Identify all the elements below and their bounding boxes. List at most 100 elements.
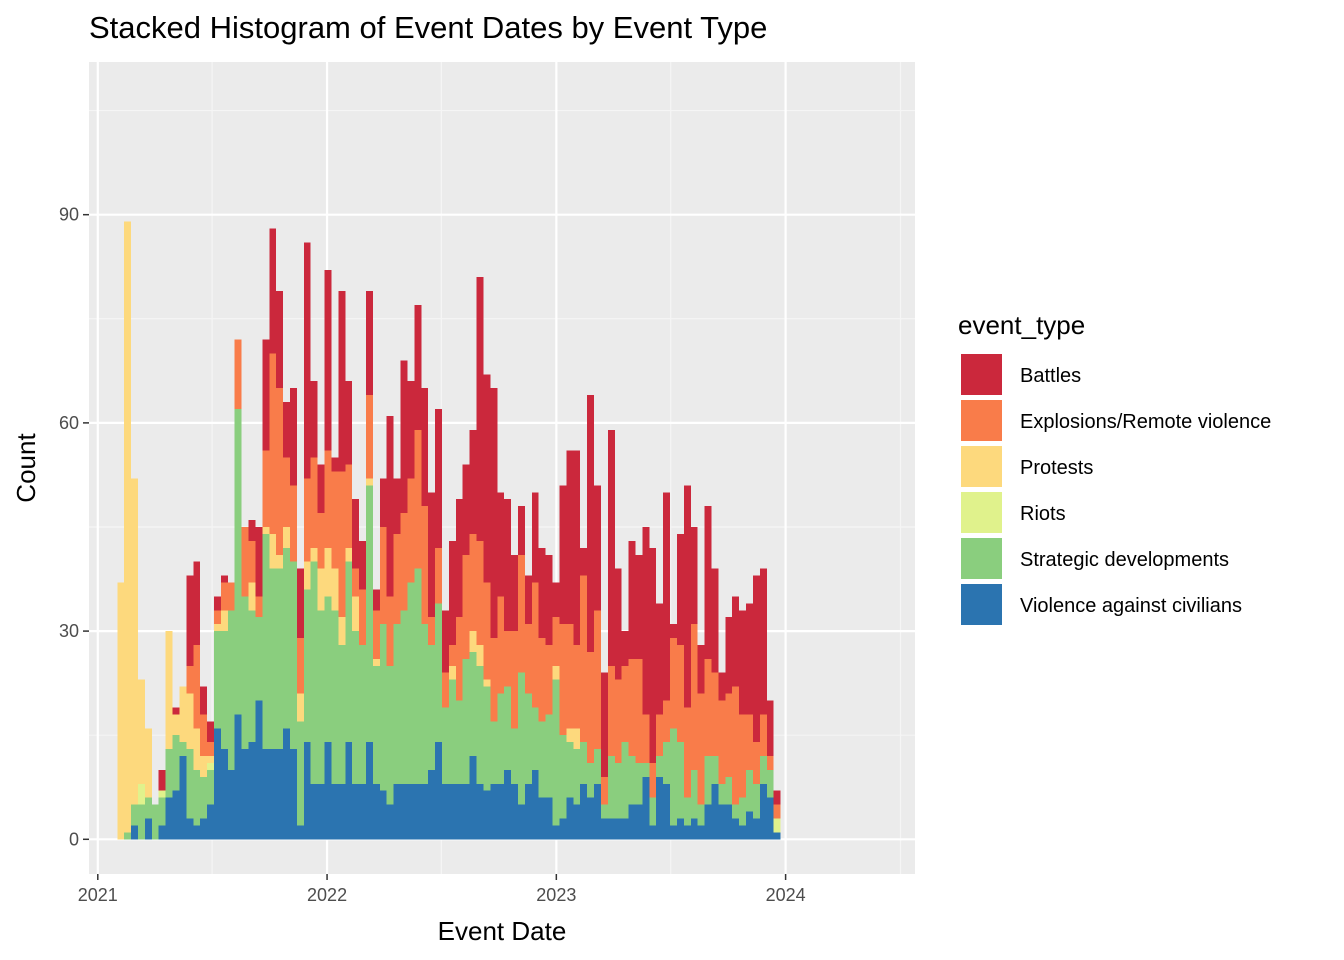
bar-segment-strategic-developments <box>317 610 325 784</box>
bar-segment-explosions-remote-violence <box>345 464 353 548</box>
bar-segment-protests <box>186 693 194 750</box>
bar-segment-strategic-developments <box>566 742 574 798</box>
bar-segment-strategic-developments <box>524 693 532 784</box>
bar-segment-battles <box>580 547 588 576</box>
bar-segment-protests <box>317 568 325 611</box>
bar-segment-explosions-remote-violence <box>269 353 277 534</box>
bar-segment-protests <box>338 617 346 645</box>
bar-segment-strategic-developments <box>711 756 719 784</box>
bar-segment-violence-against-civilians <box>324 742 332 840</box>
bar-segment-violence-against-civilians <box>407 783 415 840</box>
bar-segment-violence-against-civilians <box>241 749 249 840</box>
bar-segment-strategic-developments <box>600 804 608 819</box>
bar-segment-strategic-developments <box>345 561 353 743</box>
bar-segment-strategic-developments <box>144 797 152 819</box>
bar-segment-violence-against-civilians <box>580 783 588 840</box>
bar-segment-battles <box>359 540 367 590</box>
bar-segment-strategic-developments <box>131 804 138 826</box>
bar-segment-violence-against-civilians <box>649 825 657 840</box>
bar-segment-violence-against-civilians <box>566 797 574 840</box>
bar-segment-protests <box>366 478 373 486</box>
bar-segment-strategic-developments <box>649 797 657 826</box>
bar-segment-strategic-developments <box>497 693 505 784</box>
bar-segment-explosions-remote-violence <box>490 638 498 722</box>
bar-segment-strategic-developments <box>670 728 677 826</box>
bar-segment-battles <box>386 415 394 597</box>
bar-segment-violence-against-civilians <box>559 818 567 840</box>
bar-segment-explosions-remote-violence <box>324 450 332 548</box>
bar-segment-violence-against-civilians <box>690 818 698 840</box>
bar-segment-protests <box>213 624 221 632</box>
bar-segment-violence-against-civilians <box>739 825 747 840</box>
bar-segment-strategic-developments <box>255 617 263 701</box>
bar-segment-battles <box>573 450 581 645</box>
bar-segment-battles <box>587 395 595 652</box>
bar-segment-explosions-remote-violence <box>407 478 415 583</box>
bar-segment-violence-against-civilians <box>497 783 505 840</box>
bar-segment-violence-against-civilians <box>393 783 401 840</box>
bar-segment-violence-against-civilians <box>345 742 353 840</box>
bar-segment-violence-against-civilians <box>683 825 691 840</box>
bar-segment-explosions-remote-violence <box>538 638 546 722</box>
bar-segment-explosions-remote-violence <box>462 554 470 659</box>
bar-segment-violence-against-civilians <box>400 783 408 840</box>
bar-segment-violence-against-civilians <box>359 783 367 840</box>
bar-segment-explosions-remote-violence <box>310 457 318 548</box>
bar-segment-explosions-remote-violence <box>725 693 733 777</box>
bar-segment-battles <box>663 492 671 701</box>
bar-segment-explosions-remote-violence <box>207 742 214 757</box>
bar-segment-explosions-remote-violence <box>428 617 436 645</box>
bar-segment-violence-against-civilians <box>538 797 546 840</box>
bar-segment-strategic-developments <box>628 756 636 805</box>
bar-segment-violence-against-civilians <box>676 818 684 840</box>
bar-segment-violence-against-civilians <box>331 783 339 840</box>
bar-segment-explosions-remote-violence <box>386 596 394 666</box>
bar-segment-violence-against-civilians <box>670 825 677 840</box>
bar-segment-explosions-remote-violence <box>580 575 588 743</box>
bar-segment-explosions-remote-violence <box>600 776 608 805</box>
bar-segment-explosions-remote-violence <box>421 506 429 625</box>
bar-segment-strategic-developments <box>676 742 684 819</box>
bar-segment-violence-against-civilians <box>283 728 291 840</box>
bar-segment-battles <box>746 603 753 715</box>
bar-segment-strategic-developments <box>531 707 539 770</box>
bar-segment-strategic-developments <box>697 804 705 826</box>
bar-segment-battles <box>538 547 546 639</box>
bar-segment-strategic-developments <box>635 762 643 805</box>
bar-segment-strategic-developments <box>338 644 346 784</box>
bar-segment-strategic-developments <box>476 665 484 784</box>
bar-segment-protests <box>296 693 304 722</box>
bar-segment-battles <box>559 485 567 625</box>
bar-segment-battles <box>649 547 657 763</box>
bar-segment-protests <box>248 582 256 611</box>
bar-segment-violence-against-civilians <box>269 749 277 840</box>
bar-segment-strategic-developments <box>372 665 380 784</box>
bar-segment-violence-against-civilians <box>414 783 422 840</box>
bar-segment-strategic-developments <box>683 797 691 826</box>
bar-segment-battles <box>518 506 525 555</box>
bar-segment-battles <box>469 429 477 534</box>
bar-segment-battles <box>704 506 712 659</box>
legend-swatch <box>959 444 1004 489</box>
bar-segment-strategic-developments <box>296 721 304 826</box>
bar-segment-battles <box>283 402 291 458</box>
bar-segment-explosions-remote-violence <box>435 547 443 604</box>
bar-segment-battles <box>442 610 449 673</box>
bar-segment-violence-against-civilians <box>746 811 753 840</box>
bar-segment-violence-against-civilians <box>607 818 615 840</box>
bar-segment-protests <box>165 631 173 750</box>
bar-segment-violence-against-civilians <box>704 804 712 840</box>
bar-segment-explosions-remote-violence <box>676 644 684 743</box>
bar-segment-explosions-remote-violence <box>607 665 615 757</box>
bar-segment-strategic-developments <box>200 776 208 819</box>
bar-segment-strategic-developments <box>324 596 332 743</box>
bar-segment-strategic-developments <box>504 686 512 770</box>
bar-segment-strategic-developments <box>193 769 201 826</box>
bar-segment-battles <box>759 568 767 715</box>
bar-segment-strategic-developments <box>151 804 159 840</box>
bar-segment-strategic-developments <box>234 409 242 715</box>
bar-segment-explosions-remote-violence <box>518 554 525 673</box>
bar-segment-strategic-developments <box>158 797 166 826</box>
bar-segment-explosions-remote-violence <box>303 478 311 562</box>
bar-segment-explosions-remote-violence <box>379 526 387 625</box>
